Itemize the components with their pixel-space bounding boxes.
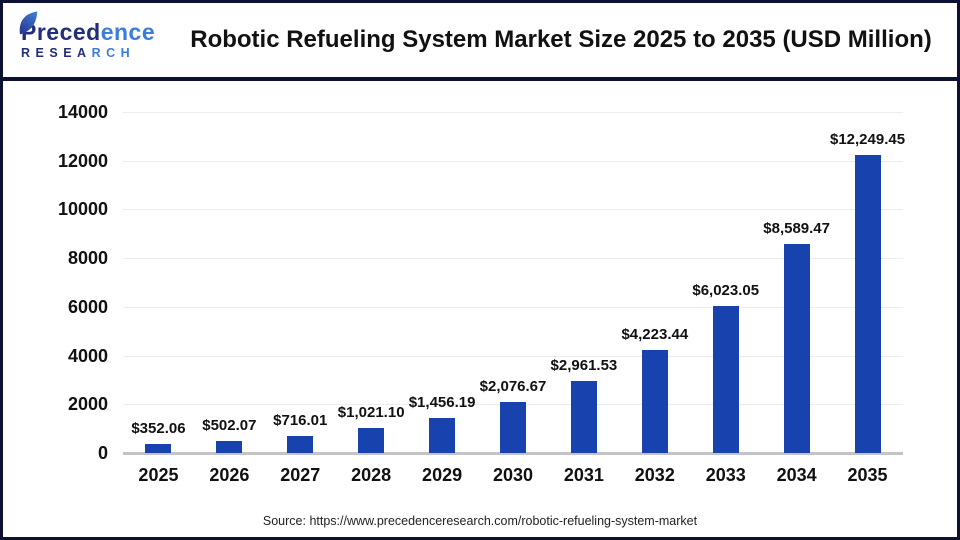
- logo-brand-dark: Preced: [21, 18, 101, 45]
- bar-value-label-2029: $1,456.19: [408, 393, 476, 411]
- bar-value-label-2035: $12,249.45: [829, 130, 906, 148]
- y-tick-label: 4000: [67, 345, 108, 366]
- x-tick-label-2028: 2028: [351, 465, 392, 485]
- x-tick-label-2027: 2027: [280, 465, 321, 485]
- x-axis-line: [123, 452, 903, 455]
- bar-value-label-2027: $716.01: [273, 411, 328, 429]
- y-tick-label: 8000: [67, 248, 108, 269]
- x-tick-label-2030: 2030: [492, 465, 534, 485]
- x-tick-label-2025: 2025: [138, 465, 179, 485]
- bar-2027: [287, 435, 314, 453]
- bar-2029: [429, 417, 456, 453]
- bar-value-label-2032: $4,223.44: [621, 326, 689, 344]
- gridline: [123, 112, 903, 113]
- bar-value-label-2031: $2,961.53: [550, 356, 618, 374]
- logo-sub-dark: RESEA: [21, 45, 92, 60]
- source-row: Source: https://www.precedenceresearch.c…: [3, 505, 957, 537]
- x-tick-label-2034: 2034: [776, 465, 817, 485]
- bar-value-label-2034: $8,589.47: [763, 219, 830, 237]
- header-divider: [3, 77, 957, 81]
- bar-2026: [216, 440, 243, 453]
- gridline: [123, 209, 903, 211]
- bar-value-label-2026: $502.07: [202, 416, 257, 434]
- bar-2030: [500, 402, 526, 453]
- x-tick-label-2032: 2032: [634, 465, 675, 485]
- y-tick-label: 0: [97, 443, 108, 463]
- logo-sub-light: RCH: [91, 45, 136, 60]
- x-tick-label-2026: 2026: [209, 465, 250, 485]
- source-text: Source: https://www.precedenceresearch.c…: [262, 514, 698, 528]
- bar-value-label-2033: $6,023.05: [692, 282, 760, 300]
- precedence-research-logo: Precedence RESEARCH: [3, 11, 175, 61]
- page-title: Robotic Refueling System Market Size 202…: [190, 26, 932, 53]
- y-tick-label: 10000: [57, 199, 108, 220]
- bar-2035: [854, 154, 881, 453]
- header: Precedence RESEARCH Robotic Refueling Sy…: [3, 3, 957, 77]
- logo-brand-light: ence: [100, 18, 156, 45]
- bar-chart: 0 2000 4000 6000 8000 10000 12000 14000 $352.06 2…: [3, 81, 957, 505]
- x-tick-label-2035: 2035: [847, 465, 888, 485]
- leaf-icon: [15, 9, 43, 41]
- bar-2028: [358, 428, 385, 453]
- bar-2025: [145, 444, 172, 453]
- y-tick-label: 12000: [57, 150, 108, 171]
- logo-sub-text: RESEARCH: [21, 46, 175, 61]
- gridline: [123, 306, 903, 308]
- title-wrap: Robotic Refueling System Market Size 202…: [175, 26, 957, 54]
- gridline: [123, 258, 903, 260]
- bar-2031: [570, 380, 597, 453]
- bar-2032: [641, 350, 668, 453]
- bar-value-label-2025: $352.06: [131, 420, 186, 438]
- y-tick-label: 6000: [67, 296, 108, 317]
- bar-2034: [783, 243, 810, 453]
- y-tick-label: 2000: [67, 394, 108, 415]
- x-tick-label-2033: 2033: [705, 465, 746, 485]
- logo-brand-text: Precedence: [21, 20, 175, 44]
- x-tick-label-2029: 2029: [422, 465, 463, 485]
- bar-value-label-2028: $1,021.10: [337, 404, 405, 422]
- x-tick-label-2031: 2031: [563, 465, 604, 485]
- bar-2033: [712, 306, 739, 453]
- y-tick-label: 14000: [57, 102, 108, 122]
- gridline: [123, 355, 903, 357]
- bar-value-label-2030: $2,076.67: [479, 378, 547, 396]
- gridline: [123, 160, 903, 162]
